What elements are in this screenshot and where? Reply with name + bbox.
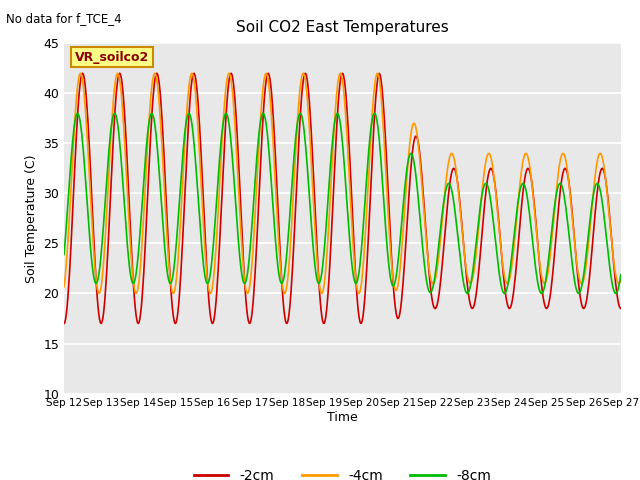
- Text: VR_soilco2: VR_soilco2: [75, 51, 149, 64]
- Text: No data for f_TCE_4: No data for f_TCE_4: [6, 12, 122, 25]
- X-axis label: Time: Time: [327, 411, 358, 424]
- Title: Soil CO2 East Temperatures: Soil CO2 East Temperatures: [236, 20, 449, 35]
- Y-axis label: Soil Temperature (C): Soil Temperature (C): [25, 154, 38, 283]
- Legend: -2cm, -4cm, -8cm: -2cm, -4cm, -8cm: [188, 464, 497, 480]
